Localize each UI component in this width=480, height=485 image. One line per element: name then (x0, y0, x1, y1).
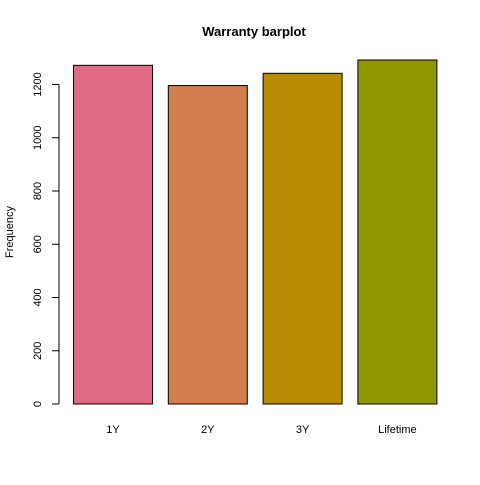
y-tick-label: 400 (32, 288, 44, 306)
bars-group (73, 59, 438, 405)
bar-3y (262, 72, 343, 405)
y-axis: 0 200 400 600 800 1000 1200 (32, 72, 60, 407)
y-tick-label: 600 (32, 235, 44, 253)
bar-2y (167, 85, 248, 405)
x-tick-label-3y: 3Y (296, 424, 310, 436)
y-tick-label: 800 (32, 182, 44, 200)
y-axis-label: Frequency (4, 206, 16, 258)
x-tick-label-2y: 2Y (201, 424, 215, 436)
x-tick-label-lifetime: Lifetime (378, 424, 417, 436)
x-tick-label-1y: 1Y (106, 424, 120, 436)
y-tick-label: 1000 (32, 126, 44, 150)
chart-title: Warranty barplot (202, 24, 306, 39)
y-tick-label: 200 (32, 342, 44, 360)
y-tick-label: 0 (32, 401, 44, 407)
y-tick-label: 1200 (32, 72, 44, 96)
bar-1y (73, 64, 153, 405)
x-axis-labels: 1Y 2Y 3Y Lifetime (106, 424, 416, 436)
bar-lifetime (357, 59, 438, 405)
